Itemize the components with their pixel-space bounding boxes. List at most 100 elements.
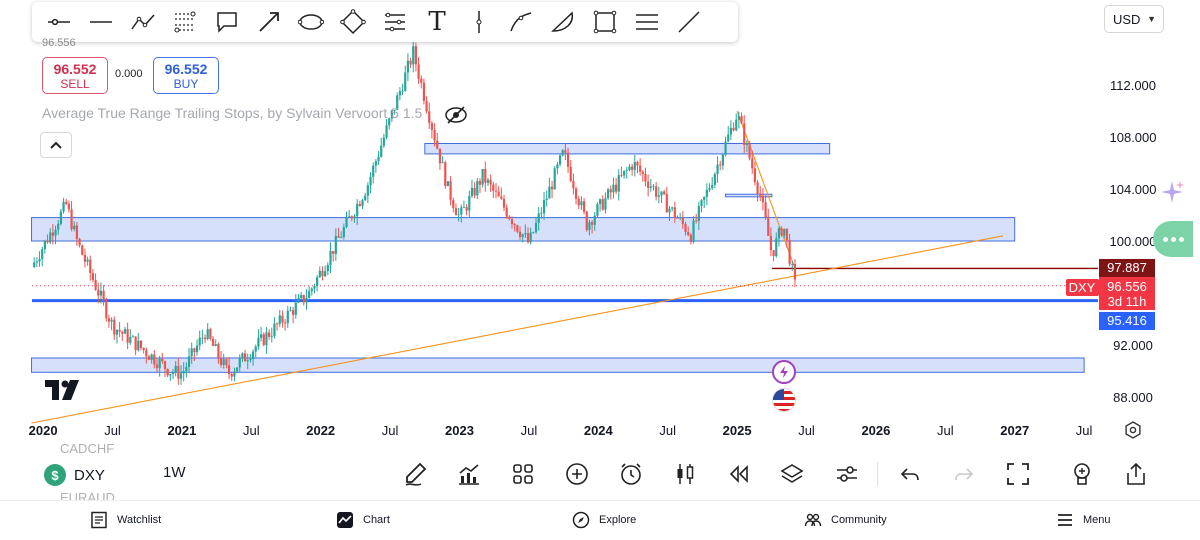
share-button[interactable] bbox=[1120, 458, 1152, 490]
more-button[interactable] bbox=[1153, 221, 1193, 257]
candle-body bbox=[137, 340, 140, 351]
text-tool[interactable]: T bbox=[416, 2, 458, 42]
tradingview-logo-icon[interactable] bbox=[45, 380, 81, 400]
candle-body bbox=[462, 207, 466, 208]
candle-body bbox=[553, 168, 556, 190]
candle-body bbox=[500, 196, 503, 199]
candle-body bbox=[235, 367, 239, 372]
vertical-line-tool[interactable] bbox=[458, 2, 500, 42]
layouts-button[interactable] bbox=[507, 458, 539, 490]
sparkle-icon[interactable] bbox=[1158, 178, 1186, 206]
horizontal-line-tool[interactable] bbox=[80, 2, 122, 42]
arrow-tool[interactable] bbox=[248, 2, 290, 42]
candle-body bbox=[54, 229, 57, 236]
candle-body bbox=[628, 166, 631, 170]
spread-value: 0.000 bbox=[115, 68, 143, 80]
x-tick-label: 2021 bbox=[167, 423, 196, 438]
compass-icon bbox=[572, 511, 590, 529]
candle-body bbox=[582, 201, 586, 212]
candle-body bbox=[243, 353, 247, 362]
candle-body bbox=[254, 346, 257, 352]
nav-watchlist-label: Watchlist bbox=[117, 514, 162, 526]
hide-eye-icon[interactable] bbox=[443, 102, 469, 128]
candle-body bbox=[606, 189, 610, 199]
candle-body bbox=[38, 259, 41, 262]
price-chart[interactable]: 112.000 108.000 104.000 100.000 92.000 88.000… bbox=[0, 0, 1200, 460]
horizontal-line-icon bbox=[90, 21, 112, 23]
interval-button[interactable]: 1W bbox=[163, 464, 186, 481]
gear-icon[interactable] bbox=[1124, 421, 1142, 439]
alert-button[interactable] bbox=[615, 458, 647, 490]
candle-body bbox=[190, 348, 193, 357]
collapse-legend-button[interactable] bbox=[40, 132, 72, 158]
rotated-rectangle-tool[interactable] bbox=[332, 2, 374, 42]
candle-body bbox=[257, 337, 260, 347]
x-axis[interactable]: 2020 Jul 2021 Jul 2022 Jul 2023 Jul 2024 Jul 2025 J… bbox=[29, 423, 1093, 438]
candle-body bbox=[227, 365, 231, 375]
nav-watchlist[interactable]: Watchlist bbox=[90, 511, 161, 529]
ellipse-tool[interactable] bbox=[290, 2, 332, 42]
candle-body bbox=[126, 329, 129, 343]
candle-body bbox=[414, 46, 418, 65]
undo-button[interactable] bbox=[894, 458, 926, 490]
fib-retracement-tool[interactable] bbox=[164, 2, 206, 42]
arc-tool[interactable] bbox=[542, 2, 584, 42]
candle-body bbox=[737, 116, 740, 120]
polyline-tool[interactable] bbox=[122, 2, 164, 42]
candle-body bbox=[65, 201, 68, 204]
candle-body bbox=[356, 203, 359, 217]
trend-line-tool[interactable] bbox=[668, 2, 710, 42]
candle-body bbox=[337, 236, 340, 238]
chart-type-button[interactable] bbox=[669, 458, 701, 490]
drawing-tools-button[interactable] bbox=[400, 458, 432, 490]
rectangle-tool[interactable] bbox=[584, 2, 626, 42]
indicators-button[interactable] bbox=[453, 458, 485, 490]
curve-tool[interactable] bbox=[500, 2, 542, 42]
publish-idea-button[interactable] bbox=[1066, 458, 1098, 490]
add-button[interactable] bbox=[561, 458, 593, 490]
share-icon bbox=[1127, 462, 1145, 485]
dividend-event-icon[interactable] bbox=[772, 360, 796, 384]
horizontal-ray-icon bbox=[636, 14, 658, 30]
candle-body bbox=[281, 315, 284, 323]
candle-body bbox=[150, 354, 153, 360]
candle-body bbox=[134, 336, 137, 351]
fullscreen-button[interactable] bbox=[1002, 458, 1034, 490]
symbol-search-button[interactable]: $ DXY bbox=[44, 462, 105, 488]
redo-button[interactable] bbox=[948, 458, 980, 490]
candle-body bbox=[286, 310, 289, 324]
currency-select[interactable]: USD ▼ bbox=[1104, 5, 1164, 33]
candle-body bbox=[345, 217, 348, 228]
layers-button[interactable] bbox=[776, 458, 808, 490]
candle-body bbox=[788, 240, 791, 265]
candle-body bbox=[465, 207, 468, 211]
candle-body bbox=[492, 184, 495, 191]
callout-tool[interactable] bbox=[206, 2, 248, 42]
horizontal-ray-tool[interactable] bbox=[626, 2, 668, 42]
candle-body bbox=[735, 119, 738, 131]
cursor-line-tool[interactable] bbox=[38, 2, 80, 42]
indicator-legend[interactable]: Average True Range Trailing Stops, by Sy… bbox=[42, 105, 423, 121]
hamburger-menu-icon bbox=[1058, 514, 1072, 526]
drawing-toolbar: T bbox=[32, 2, 738, 42]
us-flag-icon[interactable] bbox=[772, 388, 796, 412]
y-axis[interactable]: 112.000 108.000 104.000 100.000 92.000 88.000 bbox=[1110, 78, 1157, 405]
candle-body bbox=[727, 134, 730, 142]
chart-settings-button[interactable] bbox=[831, 458, 863, 490]
candle-body bbox=[43, 240, 46, 250]
candle-body bbox=[508, 216, 511, 220]
candle-body bbox=[598, 199, 602, 205]
nav-explore[interactable]: Explore bbox=[572, 511, 636, 529]
buy-button[interactable]: 96.552 BUY bbox=[153, 57, 219, 94]
candle-body bbox=[449, 181, 452, 200]
replay-button[interactable] bbox=[723, 458, 755, 490]
community-icon bbox=[804, 513, 822, 527]
nav-community[interactable]: Community bbox=[804, 511, 887, 529]
nav-chart[interactable]: Chart bbox=[336, 511, 390, 529]
sell-button[interactable]: 96.552 SELL bbox=[42, 57, 108, 94]
nav-menu[interactable]: Menu bbox=[1056, 511, 1111, 529]
candle-body bbox=[609, 189, 612, 193]
candle-body bbox=[476, 180, 479, 196]
candle-body bbox=[716, 164, 719, 175]
parallel-channel-tool[interactable] bbox=[374, 2, 416, 42]
